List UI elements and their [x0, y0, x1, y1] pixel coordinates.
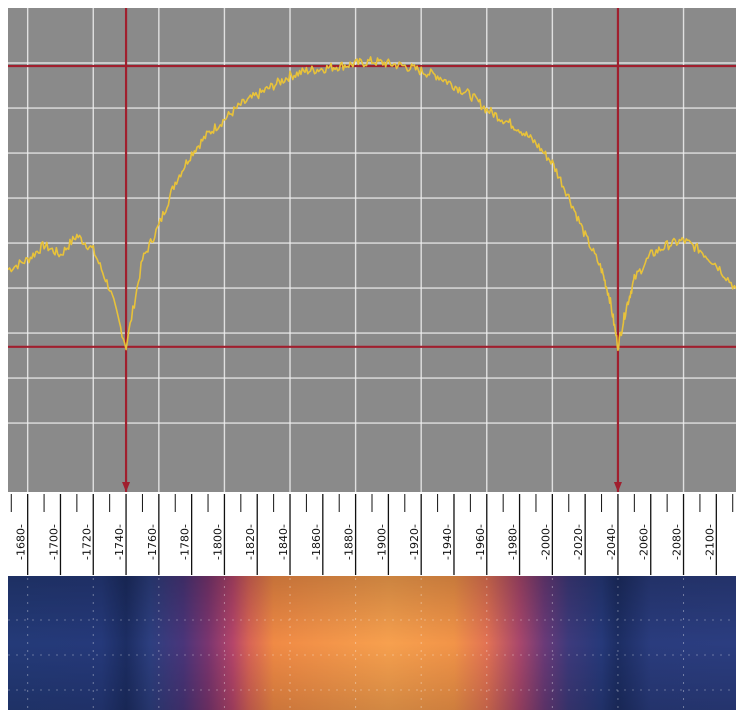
tick-label-1780: -1780- [179, 524, 192, 560]
tick-label-1700: -1700- [47, 524, 60, 560]
tick-label-2020: -2020- [572, 524, 585, 560]
tick-label-1940: -1940- [441, 524, 454, 560]
tick-label-1800: -1800- [211, 524, 224, 560]
tick-label-1900: -1900- [375, 524, 388, 560]
spectrum-grid [8, 578, 736, 708]
tick-label-2080: -2080- [671, 524, 684, 560]
trace-line [8, 56, 736, 352]
x-axis-tick-labels: -1680- -1700- -1720- -1740- -1760- -1780- -180… [15, 524, 717, 560]
tick-label-1880: -1880- [343, 524, 356, 560]
tick-label-2100: -2100- [703, 524, 716, 560]
tick-label-1980: -1980- [507, 524, 520, 560]
signal-trace [8, 56, 736, 352]
tick-label-1820: -1820- [244, 524, 257, 560]
tick-label-1740: -1740- [113, 524, 126, 560]
tick-label-1760: -1760- [146, 524, 159, 560]
cursor-arrow [122, 482, 131, 492]
tick-label-2060: -2060- [638, 524, 651, 560]
tick-label-1840: -1840- [277, 524, 290, 560]
spectrum-shade [8, 576, 736, 710]
plot-area [8, 8, 736, 492]
tick-label-1920: -1920- [408, 524, 421, 560]
tick-label-1860: -1860- [310, 524, 323, 560]
tick-label-2040: -2040- [605, 524, 618, 560]
grid-lines [8, 8, 736, 492]
tick-label-2000: -2000- [539, 524, 552, 560]
tick-label-1960: -1960- [474, 524, 487, 560]
tick-label-1720: -1720- [80, 524, 93, 560]
cursor-arrow [613, 482, 622, 492]
x-axis-ticks [10, 494, 734, 575]
cursor-markers [8, 8, 736, 492]
tick-label-1680: -1680- [15, 524, 28, 560]
